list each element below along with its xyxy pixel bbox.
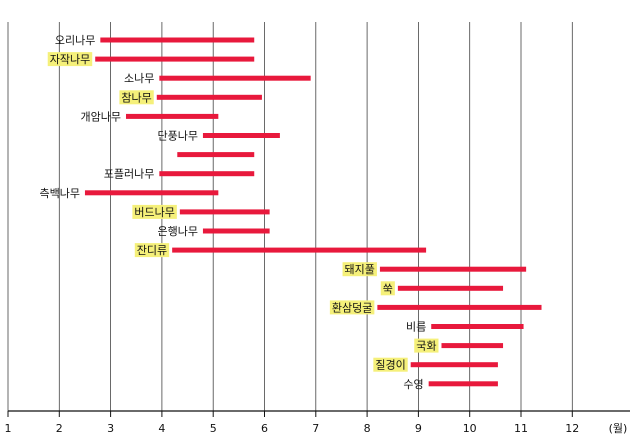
bar-국화 <box>441 343 504 349</box>
bar-수영 <box>428 381 498 387</box>
bar-포플러나무 <box>159 171 255 177</box>
bar-비름 <box>431 324 524 329</box>
bar-질경이 <box>410 362 498 368</box>
category-label-은행나무: 은행나무 <box>157 225 197 238</box>
bar-오리나무 <box>100 37 255 43</box>
tick-label-10: 10 <box>463 422 477 435</box>
bar-버드나무 <box>179 209 270 215</box>
category-label-포플러나무: 포플러나무 <box>104 168 155 181</box>
bar-측백나무 <box>84 190 219 196</box>
tick-label-2: 2 <box>56 422 63 435</box>
category-label-단풍나무: 단풍나무 <box>157 130 197 143</box>
category-label-개암나무: 개암나무 <box>81 110 121 123</box>
category-label-오리나무: 오리나무 <box>55 34 95 47</box>
bar-잔디류 <box>172 247 427 253</box>
label-highlight-환삼덩굴 <box>329 300 375 315</box>
category-label-쑥: 쑥 <box>383 282 393 295</box>
bar-단풍나무 <box>202 133 280 138</box>
bar-돼지풀 <box>379 266 527 272</box>
category-label-국화: 국화 <box>416 340 436 353</box>
tick-label-11: 11 <box>514 422 528 435</box>
x-axis-label: (월) <box>609 422 628 435</box>
x-axis-ticks: 1 2 3 4 5 6 7 8 9 10 11 12 <box>5 411 579 435</box>
category-label-돼지풀: 돼지풀 <box>345 263 375 276</box>
label-highlight-자작나무 <box>47 52 93 67</box>
category-label-수영: 수영 <box>403 378 423 391</box>
bar-소나무 <box>159 75 311 81</box>
tick-label-7: 7 <box>312 422 319 435</box>
category-label-측백나무: 측백나무 <box>39 187 79 200</box>
category-label-소나무: 소나무 <box>124 72 154 85</box>
bar-개암나무 <box>125 113 219 119</box>
category-label-자작나무: 자작나무 <box>50 53 90 66</box>
bar-자작나무 <box>95 56 255 62</box>
category-label-버드나무: 버드나무 <box>134 206 174 219</box>
bar-은행나무 <box>202 228 270 234</box>
label-highlight-잔디류 <box>134 243 170 258</box>
label-highlight-쑥 <box>380 281 395 296</box>
tick-label-9: 9 <box>415 422 422 435</box>
tick-label-8: 8 <box>364 422 371 435</box>
bar-참나무 <box>156 94 262 100</box>
tick-label-1: 1 <box>5 422 12 435</box>
bar-unlabeled-6 <box>177 152 255 158</box>
category-labels: 오리나무자작나무소나무참나무개암나무단풍나무포플러나무측백나무버드나무은행나무잔… <box>39 34 439 391</box>
tick-label-6: 6 <box>261 422 268 435</box>
category-label-참나무: 참나무 <box>121 91 151 104</box>
category-label-환삼덩굴: 환삼덩굴 <box>332 301 372 314</box>
tick-label-3: 3 <box>107 422 114 435</box>
bar-쑥 <box>397 285 504 291</box>
category-label-잔디류: 잔디류 <box>137 244 167 257</box>
label-highlight-참나무 <box>119 90 154 105</box>
category-label-질경이: 질경이 <box>375 359 405 372</box>
tick-label-5: 5 <box>210 422 217 435</box>
label-highlight-돼지풀 <box>342 262 377 277</box>
label-highlight-국화 <box>414 338 439 353</box>
tick-label-4: 4 <box>158 422 165 435</box>
category-label-비름: 비름 <box>406 321 426 334</box>
label-highlight-버드나무 <box>132 204 177 219</box>
bar-series <box>84 37 542 387</box>
bar-환삼덩굴 <box>377 304 542 310</box>
label-highlight-질경이 <box>373 357 408 372</box>
tick-label-12: 12 <box>565 422 579 435</box>
